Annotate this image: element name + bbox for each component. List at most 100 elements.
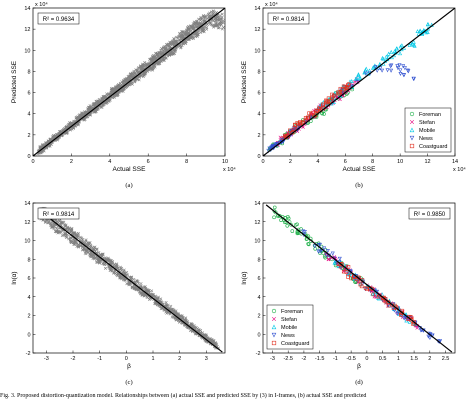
data-point	[84, 238, 88, 242]
r-squared-box	[408, 207, 451, 220]
data-point	[312, 244, 317, 249]
legend-label: News	[419, 136, 433, 142]
data-point	[156, 54, 160, 58]
data-point	[130, 285, 134, 289]
r-squared-box	[267, 12, 310, 25]
data-point	[152, 64, 156, 68]
data-point	[211, 339, 215, 343]
data-point	[304, 237, 309, 241]
axes-frame	[262, 7, 456, 157]
x-tick-label: 6	[147, 159, 150, 165]
data-point	[327, 257, 331, 261]
data-point	[389, 63, 394, 68]
data-point	[67, 228, 71, 232]
data-point	[272, 205, 277, 210]
data-point	[410, 41, 415, 46]
data-point	[205, 22, 209, 26]
y-tick-label: -2	[26, 351, 31, 357]
data-point	[105, 258, 109, 262]
x-tick-label: 10	[222, 159, 228, 165]
data-point	[174, 318, 178, 322]
x-tick-label: 0	[261, 159, 264, 165]
data-point	[271, 324, 277, 330]
panel-label: (c)	[125, 379, 132, 386]
data-point	[91, 255, 95, 259]
data-point	[408, 315, 413, 319]
data-point	[415, 29, 420, 34]
data-point	[117, 90, 121, 94]
x-tick-label: 4	[108, 159, 111, 165]
data-point	[156, 297, 160, 301]
x-tick-label: 2	[428, 356, 431, 362]
data-point	[392, 49, 397, 54]
data-point	[283, 220, 287, 225]
panel-label: (a)	[125, 182, 132, 189]
data-point	[207, 15, 211, 19]
y-tick-label: 0	[257, 154, 260, 160]
data-point	[120, 80, 124, 84]
data-point	[103, 262, 107, 267]
data-point	[203, 16, 207, 20]
data-point	[199, 16, 203, 20]
data-point	[217, 16, 221, 20]
data-point	[409, 127, 415, 133]
data-point	[112, 262, 116, 266]
data-point	[115, 263, 119, 267]
data-point	[198, 331, 202, 335]
data-point	[108, 268, 112, 272]
data-point	[143, 285, 147, 289]
y-tick-label: 10	[24, 239, 30, 245]
fit-line	[37, 209, 223, 353]
data-point	[196, 32, 200, 36]
data-point	[90, 104, 94, 108]
data-point	[178, 44, 182, 48]
data-point	[150, 66, 154, 70]
x-tick-label: 14	[452, 159, 458, 165]
data-point	[141, 64, 145, 68]
data-point	[135, 77, 139, 81]
data-point	[88, 254, 92, 258]
data-point	[389, 68, 394, 73]
data-point	[195, 34, 199, 38]
legend-label: Coastguard	[281, 341, 309, 347]
legend-label: Foreman	[281, 309, 303, 315]
data-point	[373, 65, 378, 70]
data-point	[72, 232, 76, 236]
data-point	[194, 325, 198, 330]
x-tick-label: 1	[151, 356, 154, 362]
data-point	[398, 44, 403, 49]
data-point	[179, 45, 183, 49]
data-point	[111, 260, 115, 264]
data-point	[199, 30, 203, 35]
data-point	[93, 110, 97, 114]
data-point	[74, 116, 78, 120]
y-tick-label: 6	[257, 91, 260, 97]
y-tick-label: 6	[257, 276, 260, 282]
data-point	[58, 230, 62, 234]
x-axis-label: β	[127, 363, 131, 370]
chart-panel: 0 2 4 6 8 10 0 2 4 6 8 10 12 14 x 10⁴ x 10⁴ Actual SSE Pr…	[11, 1, 236, 189]
data-point	[191, 22, 195, 26]
data-point	[103, 266, 108, 270]
y-tick-label: 6	[27, 276, 30, 282]
data-point	[157, 50, 161, 54]
x-tick-label: 4	[316, 159, 319, 165]
data-point	[411, 76, 416, 82]
data-point	[209, 23, 213, 27]
data-point	[135, 279, 139, 283]
data-point	[330, 251, 335, 256]
data-point	[164, 56, 168, 60]
data-point	[64, 223, 68, 227]
x-tick-label: -0.5	[346, 356, 355, 362]
data-point	[88, 113, 92, 117]
plot-area	[263, 8, 455, 156]
x-tick-label: -3	[270, 356, 275, 362]
x-tick-label: 0	[125, 356, 128, 362]
data-point	[359, 284, 364, 289]
data-point	[127, 83, 131, 87]
y-tick-label: 14	[254, 6, 260, 12]
data-point	[386, 51, 391, 56]
r-squared-label: R² = 0.9814	[273, 17, 305, 23]
data-point	[172, 308, 176, 312]
legend: Foreman Stefan Mobile News Coastguard	[266, 304, 314, 350]
